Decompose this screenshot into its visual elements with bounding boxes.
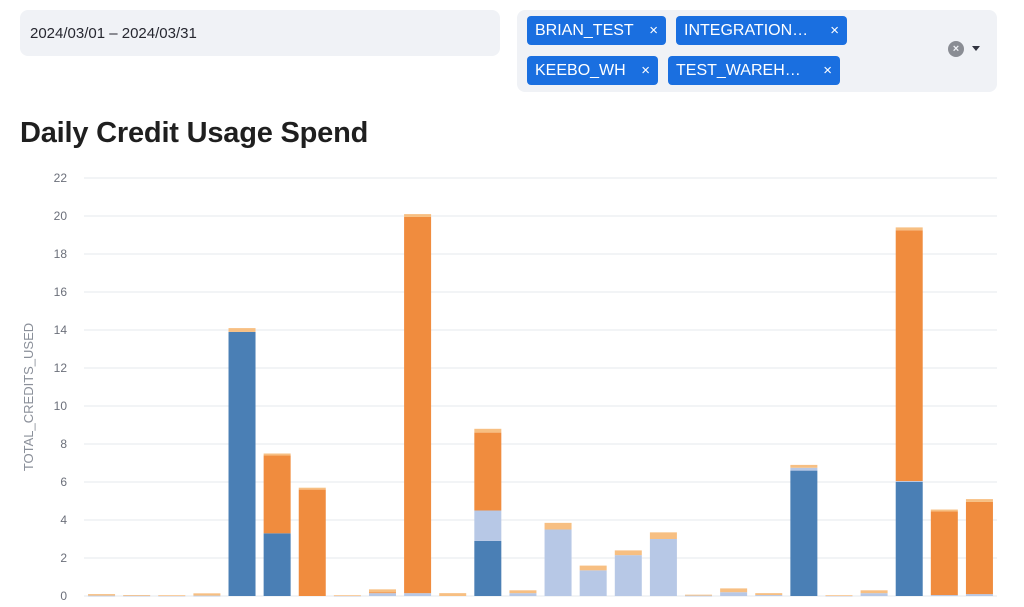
bar-segment (649, 539, 677, 596)
page-title: Daily Credit Usage Spend (20, 117, 369, 149)
warehouse-multiselect[interactable]: BRIAN_TEST × INTEGRATION… × KEEBO_WH × T… (517, 10, 997, 92)
y-tick-label: 0 (60, 589, 67, 603)
bar-segment (895, 230, 923, 482)
bar-segment (404, 216, 432, 594)
bar-segment (860, 590, 888, 594)
bar-segment (158, 595, 186, 597)
y-tick-label: 18 (54, 247, 68, 261)
chevron-down-icon[interactable] (972, 46, 980, 51)
bar-segment (509, 593, 537, 596)
date-range-input[interactable]: 2024/03/01 – 2024/03/31 (20, 10, 500, 56)
bar-segment (368, 592, 396, 594)
bar-segment (88, 595, 116, 597)
bar-segment (930, 511, 958, 596)
bar-segment (88, 594, 116, 596)
warehouse-chip[interactable]: BRIAN_TEST × (527, 16, 666, 45)
y-tick-label: 4 (60, 513, 67, 527)
bar-segment (614, 550, 642, 556)
bar-segment (825, 595, 853, 597)
y-tick-label: 2 (60, 551, 67, 565)
bar-segment (298, 487, 326, 490)
bar-segment (509, 590, 537, 594)
bar-segment (368, 589, 396, 593)
credit-usage-chart: 0 2 4 6 8 10 12 14 16 18 20 22 TOTAL_CREDITS_USED (21, 171, 997, 603)
y-tick-label: 16 (54, 285, 68, 299)
y-tick-label: 14 (54, 323, 68, 337)
bar-segment (649, 532, 677, 539)
bar-segment (404, 593, 432, 596)
bar-segment (228, 328, 256, 332)
bar-segment (720, 592, 748, 596)
y-tick-label: 8 (60, 437, 67, 451)
bar-segment (404, 214, 432, 217)
bar-segment (614, 555, 642, 596)
chip-label: TEST_WAREH… (676, 61, 801, 79)
bar-segment (123, 595, 151, 597)
chip-remove-icon[interactable]: × (830, 22, 839, 39)
date-range-value: 2024/03/01 – 2024/03/31 (30, 24, 197, 42)
bar-segment (930, 509, 958, 512)
bar-segment (685, 594, 713, 596)
bar-segment (263, 533, 291, 596)
bar-segment (790, 464, 818, 468)
bar-segment (544, 522, 572, 530)
y-axis-label: TOTAL_CREDITS_USED (21, 323, 36, 471)
bar-segment (474, 510, 502, 541)
bar-segment (930, 595, 958, 596)
bar-segment (895, 482, 923, 596)
bar-segment (895, 227, 923, 231)
bar-segment (263, 453, 291, 456)
y-tick-label: 20 (54, 209, 68, 223)
bar-segment (368, 593, 396, 596)
y-tick-label: 22 (54, 171, 68, 185)
bar-segment (579, 565, 607, 571)
bar-segment (860, 593, 888, 596)
chip-remove-icon[interactable]: × (649, 22, 658, 39)
bar-segment (333, 595, 361, 597)
chip-label: BRIAN_TEST (535, 21, 634, 39)
bar-segment (755, 593, 783, 596)
bar-segment (790, 467, 818, 471)
bar-segment (965, 594, 993, 596)
bar-segment (790, 470, 818, 596)
bar-segment (965, 499, 993, 502)
warehouse-chip[interactable]: INTEGRATION… × (676, 16, 847, 45)
bar-segment (193, 595, 221, 597)
clear-all-icon[interactable]: × (948, 41, 964, 57)
bar-segment (720, 588, 748, 593)
bar-segment (193, 593, 221, 596)
chip-remove-icon[interactable]: × (823, 62, 832, 79)
bar-segment (228, 331, 256, 596)
bar-segment (755, 595, 783, 596)
y-tick-label: 10 (54, 399, 68, 413)
bar-segment (685, 595, 713, 597)
bar-segment (474, 540, 502, 596)
bar-segment (965, 501, 993, 595)
warehouse-chip[interactable]: TEST_WAREH… × (668, 56, 840, 85)
bar-segment (474, 432, 502, 511)
chip-label: KEEBO_WH (535, 61, 626, 79)
bar-segment (263, 455, 291, 534)
bar-segment (544, 529, 572, 596)
bar-segment (474, 428, 502, 433)
bar-segment (579, 570, 607, 596)
bar-segment (895, 481, 923, 482)
y-tick-label: 6 (60, 475, 67, 489)
bar-segment (298, 489, 326, 596)
chip-label: INTEGRATION… (684, 21, 809, 39)
warehouse-chip[interactable]: KEEBO_WH × (527, 56, 658, 85)
bar-segment (439, 593, 467, 596)
bar-segment (123, 595, 151, 596)
y-tick-label: 12 (54, 361, 68, 375)
chip-remove-icon[interactable]: × (641, 62, 650, 79)
